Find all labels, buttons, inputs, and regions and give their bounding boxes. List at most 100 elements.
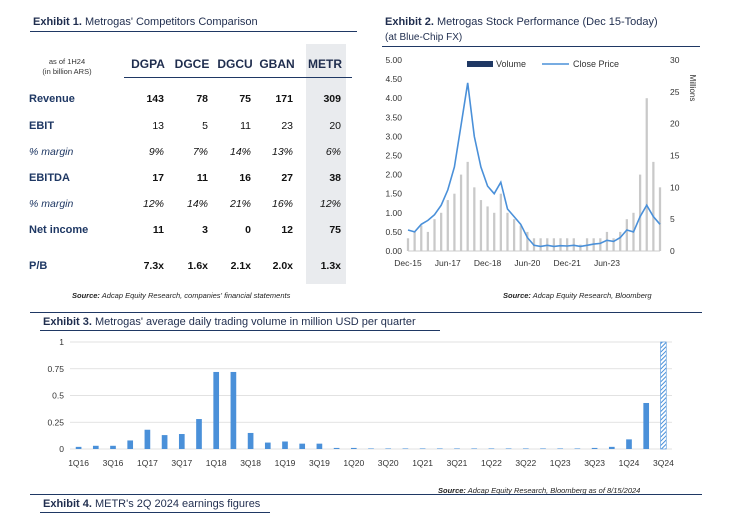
column-header-dgpa: DGPA (131, 57, 165, 71)
volume-bar (486, 206, 489, 251)
metr-column-highlight (306, 44, 346, 284)
stock-performance-chart: 0.00 0.50 1.00 1.50 2.00 2.50 3.00 3.50 4.00 4.50… (385, 55, 697, 268)
x-axis-tick: 1Q23 (550, 458, 571, 468)
column-header-metr: METR (308, 57, 342, 71)
x-axis-tick: Dec-15 (394, 258, 422, 268)
right-axis-tick: 15 (670, 151, 680, 161)
x-axis-tick: 3Q19 (309, 458, 330, 468)
x-axis-tick: 1Q21 (412, 458, 433, 468)
volume-bar-3q20 (385, 448, 392, 449)
row-label: EBIT (29, 120, 55, 132)
table-cell: 75 (329, 224, 341, 236)
volume-bar (605, 231, 609, 251)
exhibit2-title: Exhibit 2. Metrogas Stock Performance (D… (385, 16, 658, 28)
y-axis-tick: 0 (59, 444, 64, 454)
exhibit3-top-rule (30, 312, 702, 313)
table-cell: 23 (281, 120, 293, 132)
volume-bar-3q17 (178, 434, 185, 449)
volume-bar-4q22 (540, 448, 546, 449)
volume-bar (440, 212, 443, 251)
right-axis-tick: 20 (670, 119, 680, 129)
x-axis-tick: Jun-17 (435, 258, 461, 268)
volume-bar (645, 98, 648, 251)
volume-bar (625, 219, 628, 251)
quarterly-volume-chart: 0 0.25 0.5 0.75 1 1Q16 3Q16 1Q17 3Q17 1Q18 3Q18 1Q1… (47, 337, 674, 468)
table-cell: 16 (239, 172, 251, 184)
x-axis-tick: 3Q16 (103, 458, 124, 468)
table-cell: 78 (196, 93, 208, 105)
table-cell: 5 (202, 120, 208, 132)
right-axis-tick: 10 (670, 182, 680, 192)
volume-bar-2q24 (643, 402, 650, 449)
table-cell: 12% (142, 198, 164, 210)
table-cell: 17 (152, 172, 164, 184)
volume-bar-2q21 (436, 448, 443, 449)
volume-bar-4q21 (471, 448, 478, 449)
exhibit4-title: Exhibit 4. METR's 2Q 2024 earnings figur… (43, 498, 261, 510)
exhibit1-title: Exhibit 1. Metrogas' Competitors Compari… (33, 16, 258, 28)
volume-bar (526, 231, 529, 251)
x-axis-tick: 1Q19 (275, 458, 296, 468)
table-cell: 27 (281, 172, 293, 184)
volume-bar (638, 174, 642, 251)
table-cell: 11 (240, 120, 251, 132)
left-axis-tick: 2.50 (385, 151, 402, 161)
row-label: Net income (29, 224, 89, 236)
volume-bar (499, 193, 502, 251)
volume-bar-3q24 (660, 341, 667, 450)
volume-bar-1q18 (213, 371, 220, 449)
volume-bar (459, 174, 463, 251)
x-axis-tick: 1Q22 (481, 458, 502, 468)
right-axis-tick: 5 (670, 214, 675, 224)
x-axis-tick: 1Q24 (619, 458, 640, 468)
volume-bar-4q19 (333, 447, 340, 449)
exhibit1-title-rule (30, 31, 357, 32)
volume-bar-1q17 (144, 429, 151, 449)
volume-bar (506, 212, 509, 251)
column-header-dgcu: DGCU (217, 57, 253, 71)
volume-bar-3q22 (522, 448, 529, 449)
x-axis-tick: Dec-21 (553, 258, 581, 268)
exhibit3-title: Exhibit 3. Metrogas' average daily tradi… (43, 316, 416, 328)
column-header-dgce: DGCE (174, 57, 210, 71)
volume-bar (658, 187, 662, 251)
table-cell: 143 (146, 93, 164, 105)
volume-bar-1q19 (282, 441, 288, 449)
volume-bar-4q20 (402, 448, 409, 449)
volume-bar (446, 200, 449, 251)
volume-bar-1q21 (419, 448, 426, 449)
right-axis-tick: 25 (670, 87, 680, 97)
volume-bar-2q20 (368, 448, 374, 449)
volume-bar-3q18 (247, 432, 254, 449)
table-cell: 11 (196, 172, 208, 184)
row-label: % margin (29, 198, 74, 210)
row-label: EBITDA (29, 172, 70, 184)
table-header-rule (124, 77, 352, 78)
as-of-note: as of 1H24 (in billion ARS) (42, 57, 92, 76)
volume-bar (566, 238, 569, 251)
table-cell: 2.0x (272, 260, 293, 272)
volume-bar (466, 161, 469, 251)
y-axis-tick: 0.25 (47, 417, 64, 427)
volume-bar (406, 238, 410, 251)
volume-bar-3q21 (454, 448, 460, 449)
left-axis-tick: 3.50 (385, 112, 402, 122)
volume-bar (619, 231, 622, 251)
exhibit4-top-rule (30, 494, 702, 495)
left-axis-tick: 4.50 (385, 74, 402, 84)
exhibit3-source: Source: Adcap Equity Research, Bloomberg… (438, 486, 641, 495)
volume-bar-2q22 (505, 448, 512, 449)
table-cell: 309 (323, 93, 341, 105)
volume-bar-3q19 (316, 443, 323, 449)
volume-bar-2q16 (92, 445, 99, 449)
volume-bar-4q17 (196, 419, 202, 449)
volume-bar (612, 238, 615, 251)
volume-bar (493, 212, 496, 251)
close-price-line (407, 82, 661, 248)
table-cell: 6% (325, 146, 341, 158)
column-header-gban: GBAN (259, 57, 295, 71)
left-axis-tick: 5.00 (385, 55, 402, 65)
left-axis-tick: 4.00 (385, 93, 402, 103)
table-cell: 38 (329, 172, 341, 184)
x-axis-tick: Dec-18 (474, 258, 502, 268)
